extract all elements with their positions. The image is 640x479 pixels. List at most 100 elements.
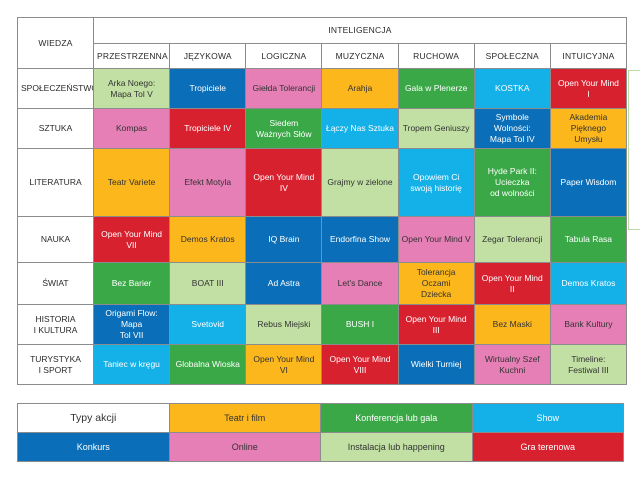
corner-header-wiedza: WIEDZA <box>17 17 94 69</box>
action-cell: Globalna Wioska <box>169 344 247 385</box>
action-name-line: swoją historię <box>410 182 462 193</box>
action-types-legend: Typy akcji Teatr i film Konferencja lub g… <box>17 403 624 462</box>
action-name-line: Teatr Variete <box>107 177 156 187</box>
action-cell: Demos Kratos <box>549 262 628 305</box>
action-cell: Endorfina Show <box>321 216 399 263</box>
action-cell: Opowiem Ci swoją historię <box>397 148 475 217</box>
action-name-line: Demos Kratos <box>561 278 616 288</box>
column-header-społeczna: SPOŁECZNA <box>473 43 551 69</box>
matrix-row: TURYSTYKA I SPORT Taniec w kręgu Globalna W… <box>17 344 628 385</box>
action-name-line: Arahja <box>347 83 373 93</box>
action-cell: Grajmy w zielone <box>321 148 399 217</box>
action-name-line: Tropiciele <box>189 83 226 93</box>
action-cell: Tabula Rasa <box>549 216 628 263</box>
action-cell: Bez Maski <box>473 304 551 345</box>
action-name-line: Kompas <box>115 123 148 133</box>
action-cell: BOAT III <box>169 262 247 305</box>
action-cell: Timeline: Festiwal III <box>549 344 628 385</box>
action-name-line: Ważnych Słów <box>256 128 312 139</box>
action-name-line: Grajmy w zielone <box>327 177 393 187</box>
action-name-line: VII <box>126 239 137 250</box>
action-cell: Teatr Variete <box>92 148 171 217</box>
row-header-line: I SPORT <box>38 364 73 375</box>
column-header-intuicyjna: INTUICYJNA <box>549 43 628 69</box>
legend-item-konkurs: Konkurs <box>17 432 170 462</box>
action-name-line: IQ Brain <box>268 234 300 244</box>
action-cell: Rebus Miejski <box>245 304 323 345</box>
matrix-row: NAUKA Open Your Mind VII Demos Kratos IQ Bra… <box>17 216 628 263</box>
action-name-line: Mapa Tol IV <box>489 134 535 144</box>
row-header-line: TURYSTYKA <box>30 353 81 364</box>
action-cell: Wielki Turniej <box>397 344 475 385</box>
action-name-line: Symbole Wolności: <box>493 112 531 133</box>
action-cell: Łączy Nas Sztuka <box>321 108 399 149</box>
action-name-line: od wolności <box>490 188 535 198</box>
action-cell: Open Your Mind II <box>473 262 551 305</box>
action-name-line: Endorfina Show <box>329 234 390 244</box>
matrix-row: ŚWIAT Bez Barier BOAT III Ad Astra Let's Dan… <box>17 262 628 305</box>
action-name-line: Demos Kratos <box>180 234 235 244</box>
legend-title: Typy akcji <box>17 403 170 433</box>
row-header-line: SPOŁECZEŃSTWO <box>21 83 94 93</box>
action-cell: Origami Flow: Mapa Tol VII <box>92 304 171 345</box>
action-name-line: Let's Dance <box>337 278 383 288</box>
action-name-line: Tabula Rasa <box>564 234 613 244</box>
column-header-przestrzenna: PRZESTRZENNA <box>92 43 171 69</box>
intelligence-knowledge-matrix: WIEDZA INTELIGENCJA PRZESTRZENNA JĘZYKOWA… <box>17 17 628 385</box>
action-name-line: Globalna Wioska <box>175 359 240 369</box>
action-cell: Wirtualny Szef Kuchni <box>473 344 551 385</box>
legend-item-konferencja: Konferencja lub gala <box>320 403 473 433</box>
action-name-line: Umysłu <box>574 134 603 144</box>
column-header-logiczna: LOGICZNA <box>245 43 323 69</box>
action-name-line: Ad Astra <box>267 278 300 288</box>
action-cell: Taniec w kręgu <box>92 344 171 385</box>
column-header-ruchowa: RUCHOWA <box>397 43 475 69</box>
legend-item-online: Online <box>168 432 321 462</box>
action-name-line: Efekt Motyla <box>184 177 232 187</box>
matrix-row: SZTUKA Kompas Tropiciele IV Siedem Ważnych S… <box>17 108 628 149</box>
action-name-line: Siedem <box>269 117 299 128</box>
intelligence-header: INTELIGENCJA <box>93 17 627 44</box>
row-header: HISTORIA I KULTURA <box>17 304 94 345</box>
action-cell: Arahja <box>321 68 399 109</box>
action-cell: Open Your Mind VI <box>245 344 323 385</box>
row-header: ŚWIAT <box>17 262 94 305</box>
action-name-line: Bez Barier <box>111 278 152 288</box>
action-cell: Tropem Geniuszy <box>397 108 475 149</box>
action-cell: Open Your Mind III <box>397 304 475 345</box>
action-cell: Gala w Plenerze <box>397 68 475 109</box>
action-name-line: Mapa Tol V <box>110 88 153 99</box>
action-cell: Efekt Motyla <box>169 148 247 217</box>
action-name-line: Tol VII <box>119 330 144 340</box>
action-cell: Tropiciele IV <box>169 108 247 149</box>
action-cell: Hyde Park II: Ucieczka od wolności <box>473 148 551 217</box>
action-name-line: Open Your Mind <box>557 77 619 88</box>
action-name-line: Timeline: <box>571 353 606 364</box>
row-header-line: HISTORIA <box>35 313 76 324</box>
column-header-muzyczna: MUZYCZNA <box>321 43 399 69</box>
action-name-line: Paper Wisdom <box>560 177 617 187</box>
action-name-line: Hyde Park II: Ucieczka <box>487 166 537 187</box>
action-name-line: Wirtualny Szef Kuchni <box>484 353 540 375</box>
action-name-line: Tropem Geniuszy <box>402 123 470 133</box>
action-name-line: III <box>432 324 440 335</box>
action-cell: Symbole Wolności: Mapa Tol IV <box>473 108 551 149</box>
action-cell: Svetovid <box>169 304 247 345</box>
action-cell: Let's Dance <box>321 262 399 305</box>
action-cell: Open Your Mind VIII <box>321 344 399 385</box>
action-name-line: Arka Noego: <box>107 77 156 88</box>
row-header-line: I KULTURA <box>33 324 78 335</box>
action-name-line: II <box>509 283 515 294</box>
row-header: SZTUKA <box>17 108 94 149</box>
legend-item-gra: Gra terenowa <box>471 432 624 462</box>
action-name-line: Tropiciele IV <box>184 123 232 133</box>
action-cell: Open Your Mind V <box>397 216 475 263</box>
legend-item-instalacja: Instalacja lub happening <box>320 432 473 462</box>
action-name-line: Taniec w kręgu <box>103 359 160 369</box>
action-name-line: Wielki Turniej <box>410 359 462 369</box>
action-cell: Ad Astra <box>245 262 323 305</box>
action-cell: Tolerancja Oczami Dziecka <box>397 262 475 305</box>
column-header-językowa: JĘZYKOWA <box>169 43 247 69</box>
row-header: TURYSTYKA I SPORT <box>17 344 94 385</box>
action-cell: Tropiciele <box>169 68 247 109</box>
